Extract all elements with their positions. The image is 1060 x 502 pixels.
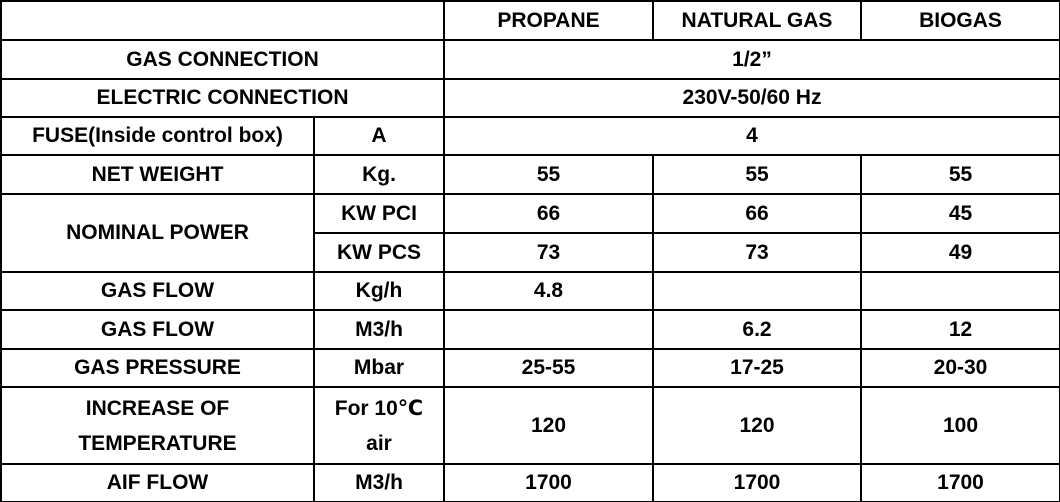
nominal-power-pci-propane: 66 — [443, 193, 654, 234]
increase-temperature-unit-line2: air — [366, 431, 392, 455]
header-propane: PROPANE — [443, 0, 654, 41]
gas-pressure-natural-gas: 17-25 — [652, 348, 862, 388]
gas-flow-kg-unit: Kg/h — [313, 271, 445, 311]
gas-pressure-unit: Mbar — [313, 348, 445, 388]
nominal-power-label: NOMINAL POWER — [0, 193, 315, 273]
aif-flow-unit: M3/h — [313, 463, 445, 502]
nominal-power-pci-unit: KW PCI — [313, 193, 445, 234]
aif-flow-natural-gas: 1700 — [652, 463, 862, 502]
gas-flow-kg-propane: 4.8 — [443, 271, 654, 311]
header-row: PROPANE NATURAL GAS BIOGAS — [0, 0, 1060, 41]
electric-connection-label: ELECTRIC CONNECTION — [0, 78, 445, 118]
fuse-label: FUSE(Inside control box) — [0, 116, 315, 156]
increase-temperature-biogas: 100 — [860, 386, 1060, 465]
row-electric-connection: ELECTRIC CONNECTION 230V-50/60 Hz — [0, 78, 1060, 118]
increase-temperature-label-line1: INCREASE OF — [85, 396, 230, 420]
net-weight-label: NET WEIGHT — [0, 154, 315, 195]
gas-pressure-biogas: 20-30 — [860, 348, 1060, 388]
gas-pressure-propane: 25-55 — [443, 348, 654, 388]
nominal-power-pcs-biogas: 49 — [860, 232, 1060, 273]
row-net-weight: NET WEIGHT Kg. 55 55 55 — [0, 154, 1060, 195]
row-fuse: FUSE(Inside control box) A 4 — [0, 116, 1060, 156]
gas-flow-kg-natural-gas — [652, 271, 862, 311]
net-weight-unit: Kg. — [313, 154, 445, 195]
increase-temperature-unit-line1: For 10℃ — [334, 396, 424, 420]
fuse-value: 4 — [443, 116, 1060, 156]
gas-flow-kg-label: GAS FLOW — [0, 271, 315, 311]
nominal-power-pci-natural-gas: 66 — [652, 193, 862, 234]
increase-temperature-natural-gas: 120 — [652, 386, 862, 465]
nominal-power-pcs-propane: 73 — [443, 232, 654, 273]
row-aif-flow: AIF FLOW M3/h 1700 1700 1700 — [0, 463, 1060, 502]
nominal-power-pcs-unit: KW PCS — [313, 232, 445, 273]
row-gas-connection: GAS CONNECTION 1/2” — [0, 39, 1060, 80]
nominal-power-pci-biogas: 45 — [860, 193, 1060, 234]
increase-temperature-unit: For 10℃ air — [313, 386, 445, 465]
row-gas-flow-kg: GAS FLOW Kg/h 4.8 — [0, 271, 1060, 311]
net-weight-propane: 55 — [443, 154, 654, 195]
gas-pressure-label: GAS PRESSURE — [0, 348, 315, 388]
gas-connection-value: 1/2” — [443, 39, 1060, 80]
row-increase-of-temperature: INCREASE OF TEMPERATURE For 10℃ air 120 … — [0, 386, 1060, 465]
header-natural-gas: NATURAL GAS — [652, 0, 862, 41]
aif-flow-propane: 1700 — [443, 463, 654, 502]
row-gas-pressure: GAS PRESSURE Mbar 25-55 17-25 20-30 — [0, 348, 1060, 388]
increase-temperature-propane: 120 — [443, 386, 654, 465]
nominal-power-pcs-natural-gas: 73 — [652, 232, 862, 273]
net-weight-biogas: 55 — [860, 154, 1060, 195]
aif-flow-biogas: 1700 — [860, 463, 1060, 502]
gas-flow-m3-natural-gas: 6.2 — [652, 309, 862, 350]
gas-flow-m3-label: GAS FLOW — [0, 309, 315, 350]
gas-flow-kg-biogas — [860, 271, 1060, 311]
row-gas-flow-m3: GAS FLOW M3/h 6.2 12 — [0, 309, 1060, 350]
header-blank-cell — [0, 0, 445, 41]
gas-connection-label: GAS CONNECTION — [0, 39, 445, 80]
increase-temperature-label: INCREASE OF TEMPERATURE — [0, 386, 315, 465]
increase-temperature-label-line2: TEMPERATURE — [78, 431, 237, 455]
electric-connection-value: 230V-50/60 Hz — [443, 78, 1060, 118]
gas-flow-m3-biogas: 12 — [860, 309, 1060, 350]
gas-flow-m3-unit: M3/h — [313, 309, 445, 350]
header-biogas: BIOGAS — [860, 0, 1060, 41]
row-nominal-power-pcs: KW PCS 73 73 49 — [1, 232, 1060, 273]
aif-flow-label: AIF FLOW — [0, 463, 315, 502]
net-weight-natural-gas: 55 — [652, 154, 862, 195]
row-nominal-power-pci: NOMINAL POWER KW PCI 66 66 45 — [0, 193, 1060, 273]
fuse-unit: A — [313, 116, 445, 156]
gas-flow-m3-propane — [443, 309, 654, 350]
